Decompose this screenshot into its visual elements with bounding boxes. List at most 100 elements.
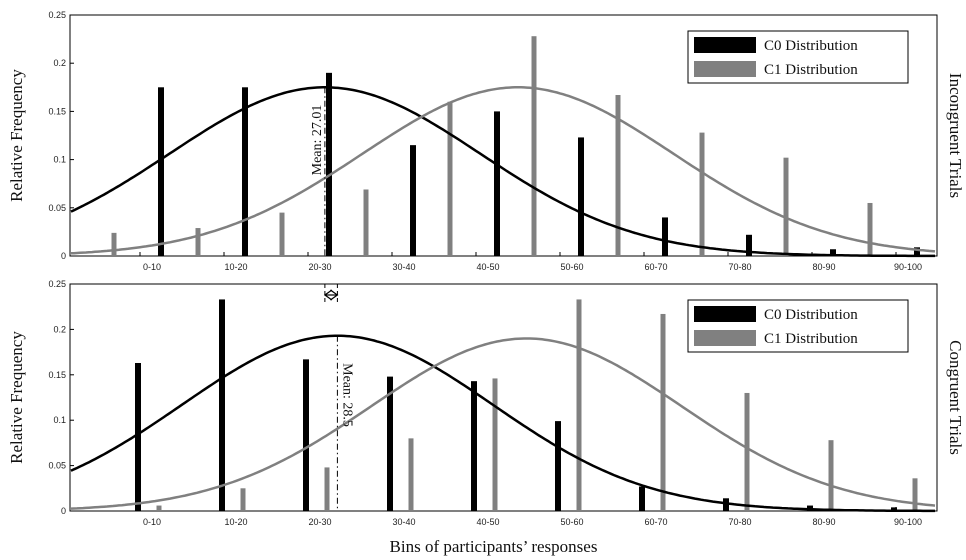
bar-c0: [723, 498, 729, 511]
bar-c1: [912, 478, 918, 511]
plot-frame: [69, 283, 938, 512]
fit-curve-c1: [70, 337, 936, 510]
bar-c1: [195, 228, 201, 256]
bar-c1: [783, 157, 789, 256]
y-axis-label: Relative Frequency: [7, 69, 26, 202]
y-tick-label: 0.1: [53, 415, 66, 425]
y-tick-label: 0.05: [48, 203, 66, 213]
plot-frame: [69, 14, 938, 257]
x-tick-label: 50-60: [560, 517, 583, 527]
bar-c1: [447, 101, 453, 256]
x-axis-label: Bins of participants’ responses: [390, 537, 598, 556]
x-ticks: 0-10 10-20 20-30 30-40 40-50 50-60 60-70 70-80 8…: [139, 252, 922, 272]
legend-swatch-c0: [694, 37, 756, 53]
bar-c0: [303, 359, 309, 511]
legend-label-c1: C1 Distribution: [764, 331, 858, 347]
bar-c1: [240, 488, 246, 511]
y-tick-label: 0.2: [53, 324, 66, 334]
bar-c1: [111, 232, 117, 256]
congruent-panel: 0 0.05 0.1 0.15 0.2 0.25 0-10 10-20 20-30 30-40 4…: [7, 279, 965, 527]
bar-c1: [324, 467, 330, 511]
bar-c0: [242, 87, 248, 256]
x-ticks: 0-10 10-20 20-30 30-40 40-50 50-60 60-70 70-80 8…: [139, 507, 922, 527]
bar-c1: [531, 36, 537, 256]
bar-c0: [578, 137, 584, 256]
side-label: Incongruent Trials: [946, 73, 965, 198]
y-tick-label: 0.15: [48, 106, 66, 116]
x-tick-label: 90-100: [894, 517, 922, 527]
fit-curve-c0: [70, 86, 935, 258]
fit-curve-c0: [70, 334, 935, 513]
legend: C0 Distribution C1 Distribution: [687, 30, 909, 84]
x-tick-label: 80-90: [812, 262, 835, 272]
x-tick-label: 60-70: [644, 262, 667, 272]
bar-c0: [891, 507, 897, 511]
y-tick-label: 0.05: [48, 461, 66, 471]
x-tick-label: 80-90: [812, 517, 835, 527]
bar-c0: [555, 421, 561, 511]
bar-c1: [867, 202, 873, 256]
bar-c1: [576, 299, 582, 511]
bar-c1: [408, 438, 414, 511]
x-tick-label: 50-60: [560, 262, 583, 272]
bar-c1: [828, 440, 834, 511]
bar-c0: [914, 247, 920, 256]
legend-swatch-c1: [694, 330, 756, 346]
bar-c1: [615, 95, 621, 257]
fit-curves: [70, 334, 936, 513]
bar-c0: [135, 362, 141, 511]
bar-c1: [279, 212, 285, 256]
legend-swatch-c1: [694, 61, 756, 77]
legend-label-c0: C0 Distribution: [764, 307, 858, 323]
x-tick-label: 20-30: [308, 517, 331, 527]
bar-c0: [471, 381, 477, 511]
legend-label-c0: C0 Distribution: [764, 38, 858, 54]
bar-c1: [699, 132, 705, 256]
x-tick-label: 0-10: [143, 517, 161, 527]
fit-curves: [70, 86, 936, 258]
bar-c0: [410, 145, 416, 256]
y-tick-label: 0: [61, 506, 66, 516]
bars: [111, 36, 920, 257]
side-label: Congruent Trials: [946, 340, 965, 455]
y-tick-label: 0.25: [48, 279, 66, 289]
bar-c0: [639, 486, 645, 511]
bar-c1: [660, 313, 666, 511]
x-tick-label: 40-50: [476, 262, 499, 272]
x-tick-label: 30-40: [392, 262, 415, 272]
bar-c0: [494, 111, 500, 257]
mean-annotation: Mean: 28.5: [339, 363, 354, 427]
bar-c0: [326, 72, 332, 256]
y-tick-label: 0.25: [48, 10, 66, 20]
bar-c0: [219, 299, 225, 511]
bar-c1: [156, 505, 162, 511]
y-ticks: 0 0.05 0.1 0.15 0.2 0.25: [48, 279, 74, 516]
bar-c1: [363, 189, 369, 256]
fit-curve-c1: [70, 86, 936, 255]
x-tick-label: 70-80: [728, 517, 751, 527]
x-tick-label: 70-80: [728, 262, 751, 272]
x-tick-label: 10-20: [224, 262, 247, 272]
y-tick-label: 0: [61, 251, 66, 261]
bar-c0: [746, 234, 752, 256]
legend-label-c1: C1 Distribution: [764, 62, 858, 78]
x-tick-label: 10-20: [224, 517, 247, 527]
y-tick-label: 0.15: [48, 370, 66, 380]
y-ticks: 0 0.05 0.1 0.15 0.2 0.25: [48, 10, 74, 261]
x-tick-label: 40-50: [476, 517, 499, 527]
y-tick-label: 0.1: [53, 155, 66, 165]
x-tick-label: 20-30: [308, 262, 331, 272]
mean-annotation: Mean: 27.01: [310, 105, 325, 176]
y-tick-label: 0.2: [53, 58, 66, 68]
y-axis-label: Relative Frequency: [7, 331, 26, 464]
bar-c1: [744, 392, 750, 511]
bar-c0: [158, 87, 164, 256]
bar-c0: [387, 376, 393, 511]
mean-shift-arrow: [323, 284, 339, 304]
x-tick-label: 90-100: [894, 262, 922, 272]
x-tick-label: 30-40: [392, 517, 415, 527]
bar-c0: [662, 217, 668, 256]
bar-c1: [492, 378, 498, 511]
x-tick-label: 60-70: [644, 517, 667, 527]
